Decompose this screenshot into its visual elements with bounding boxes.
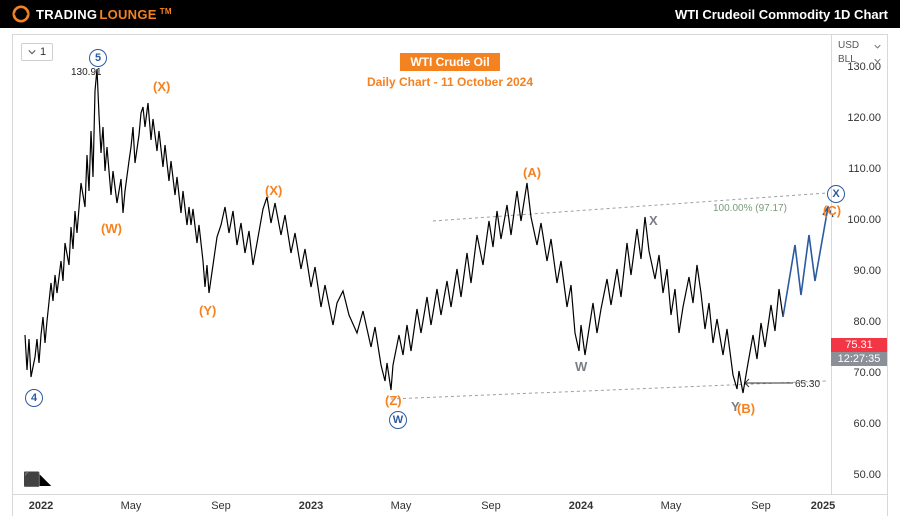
- x-tick: Sep: [751, 500, 771, 512]
- wave-label: Y: [731, 399, 740, 414]
- page: TRADINGLOUNGE TM WTI Crudeoil Commodity …: [0, 0, 900, 522]
- peak-price-label: 130.91: [71, 67, 102, 78]
- y-tick: 130.00: [847, 61, 881, 73]
- y-tick: 90.00: [853, 265, 881, 277]
- y-tick: 100.00: [847, 214, 881, 226]
- y-axis: USD BLL 130.00120.00110.00100.0090.0080.…: [831, 35, 887, 494]
- topbar: TRADINGLOUNGE TM WTI Crudeoil Commodity …: [0, 0, 900, 28]
- x-tick: 2024: [569, 500, 593, 512]
- wave-label: X: [827, 185, 845, 203]
- chart-container: 1 WTI Crude Oil Daily Chart - 11 October…: [6, 28, 894, 522]
- wave-label: 4: [25, 389, 43, 407]
- wave-label: W: [575, 359, 587, 374]
- tradingview-logo-icon: ⬛◣: [23, 471, 50, 488]
- brand: TRADINGLOUNGE TM: [12, 5, 172, 23]
- trademark-icon: TM: [160, 7, 172, 16]
- y-tick: 80.00: [853, 316, 881, 328]
- projection-line: [783, 207, 828, 317]
- y-tick: 120.00: [847, 112, 881, 124]
- wave-label: (Z): [385, 393, 402, 408]
- y-tick: 60.00: [853, 418, 881, 430]
- wave-circle-label: X: [827, 185, 845, 203]
- wave-label: (A): [523, 165, 541, 180]
- wave-circle-label: W: [389, 411, 407, 429]
- low-price-label: 65.30: [795, 379, 820, 390]
- wave-label: X: [649, 213, 658, 228]
- x-tick: 2023: [299, 500, 323, 512]
- x-tick: May: [661, 500, 682, 512]
- brand-text-primary: TRADING: [36, 7, 97, 22]
- wave-label: (X): [153, 79, 170, 94]
- wave-label: (C): [823, 203, 841, 218]
- x-tick: May: [121, 500, 142, 512]
- lower-trendline: [391, 381, 827, 399]
- countdown-tag: 12:27:35: [831, 352, 887, 366]
- x-tick: Sep: [211, 500, 231, 512]
- chart-title: WTI Crudeoil Commodity 1D Chart: [675, 7, 888, 22]
- dropdown-icon[interactable]: [874, 43, 881, 50]
- wave-circle-label: 4: [25, 389, 43, 407]
- x-tick: Sep: [481, 500, 501, 512]
- fib-level-label: 100.00% (97.17): [713, 203, 787, 214]
- chart-plot-area[interactable]: 1 WTI Crude Oil Daily Chart - 11 October…: [12, 34, 888, 516]
- price-chart-svg: [13, 35, 889, 523]
- wave-label: (Y): [199, 303, 216, 318]
- wave-circle-label: 5: [89, 49, 107, 67]
- wave-label: W: [389, 411, 407, 429]
- currency-label: USD: [838, 39, 859, 53]
- y-tick: 110.00: [848, 163, 881, 175]
- x-tick: May: [391, 500, 412, 512]
- x-tick: 2025: [811, 500, 835, 512]
- brand-text-secondary: LOUNGE: [99, 7, 156, 22]
- wave-label: (W): [101, 221, 122, 236]
- brand-logo-icon: [12, 5, 30, 23]
- current-price-tag: 75.31: [831, 338, 887, 352]
- price-line: [25, 69, 783, 393]
- wave-label: 5: [89, 49, 107, 67]
- x-axis: 2022 May Sep 2023 May Sep 2024 May Sep 2025: [13, 494, 887, 516]
- y-tick: 70.00: [853, 367, 881, 379]
- wave-label: (X): [265, 183, 282, 198]
- y-tick: 50.00: [853, 469, 881, 481]
- x-tick: 2022: [29, 500, 53, 512]
